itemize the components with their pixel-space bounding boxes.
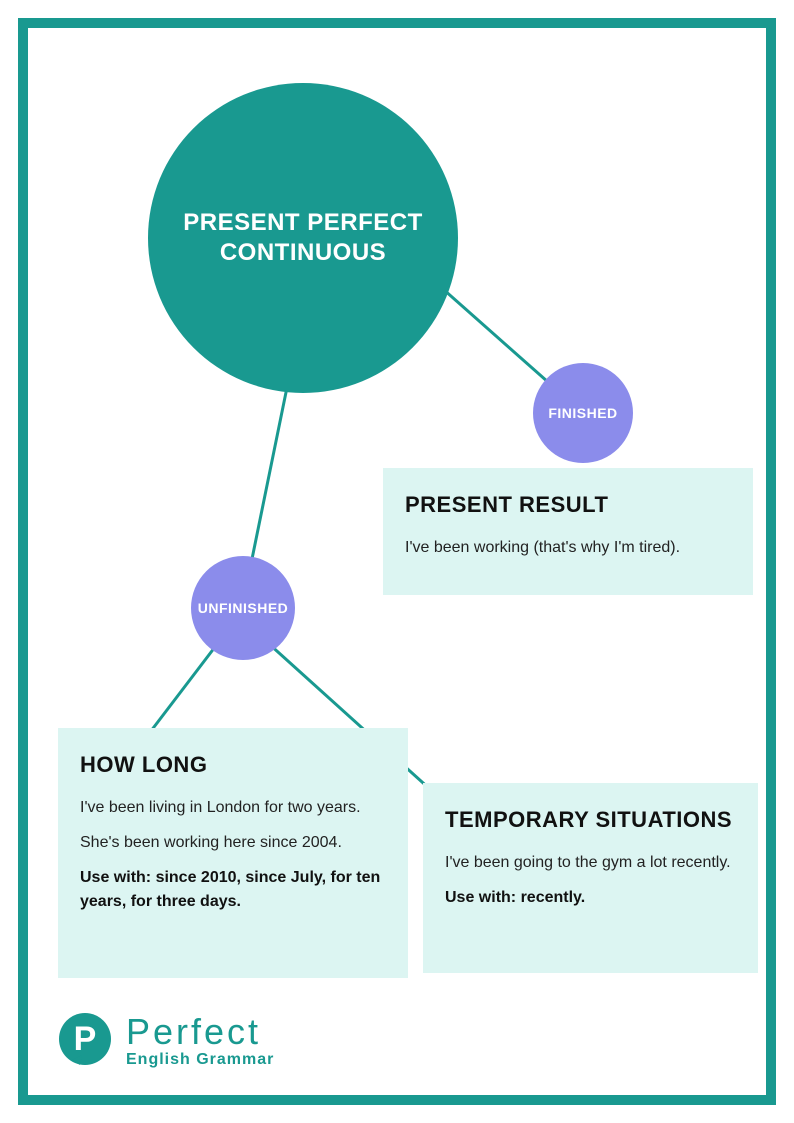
info-card-temporary: TEMPORARY SITUATIONS I've been going to t… (423, 783, 758, 973)
branch-node-unfinished: UNFINISHED (191, 556, 295, 660)
page-frame: PRESENT PERFECT CONTINUOUS FINISHED UNFIN… (18, 18, 776, 1105)
branch-node-finished: FINISHED (533, 363, 633, 463)
logo-text: Perfect English Grammar (126, 1014, 274, 1068)
main-topic-label: PRESENT PERFECT CONTINUOUS (168, 208, 438, 268)
card-title: PRESENT RESULT (405, 492, 731, 518)
logo-subtitle: English Grammar (126, 1052, 274, 1068)
card-title: HOW LONG (80, 752, 386, 778)
diagram-canvas: PRESENT PERFECT CONTINUOUS FINISHED UNFIN… (28, 28, 766, 1095)
card-body-line: I've been working (that's why I'm tired)… (405, 536, 731, 561)
branch-node-label: UNFINISHED (198, 600, 289, 616)
branch-node-label: FINISHED (548, 405, 617, 421)
logo-title: Perfect (126, 1014, 274, 1050)
card-title: TEMPORARY SITUATIONS (445, 807, 736, 833)
card-body-line: I've been living in London for two years… (80, 796, 386, 821)
main-topic-node: PRESENT PERFECT CONTINUOUS (148, 83, 458, 393)
card-usewith: Use with: recently. (445, 886, 736, 911)
logo-bubble-icon: P (58, 1012, 116, 1070)
brand-logo: P Perfect English Grammar (58, 1012, 274, 1070)
card-usewith: Use with: since 2010, since July, for te… (80, 866, 386, 916)
card-body-line: I've been going to the gym a lot recentl… (445, 851, 736, 876)
svg-text:P: P (74, 1020, 97, 1058)
info-card-how_long: HOW LONG I've been living in London for t… (58, 728, 408, 978)
info-card-present_result: PRESENT RESULT I've been working (that's … (383, 468, 753, 595)
card-body-line: She's been working here since 2004. (80, 831, 386, 856)
